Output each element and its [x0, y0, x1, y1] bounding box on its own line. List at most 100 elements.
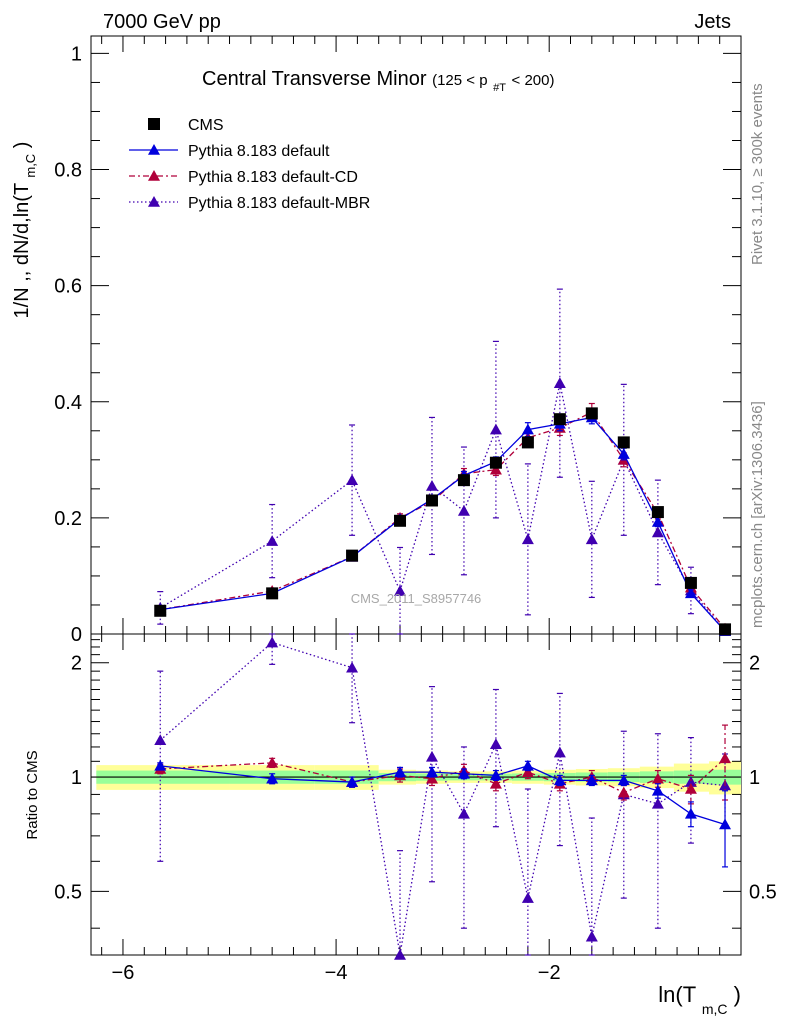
data-point-mbr — [553, 377, 566, 388]
ratio-point-default — [651, 784, 664, 796]
ratio-point-default — [719, 818, 732, 830]
x-axis-label-part1: ln(T — [658, 982, 696, 1007]
ratio-point-default — [553, 774, 566, 786]
cms-data-point — [457, 474, 470, 487]
ratio-y-tick-label: 1 — [71, 767, 82, 789]
cms-data-point — [346, 549, 359, 562]
main-y-axis-label-part1: 1/N ,, dN/d,ln(T — [11, 183, 33, 318]
ratio-point-mbr — [346, 661, 359, 673]
data-point-mbr — [457, 504, 470, 516]
ratio-point-cd — [684, 783, 697, 794]
ratio-point-mbr — [394, 949, 407, 960]
cms-data-point — [553, 413, 566, 426]
main-y-tick-label: 0.6 — [54, 276, 82, 298]
ratio-plot-frame — [90, 633, 742, 956]
main-series-cms — [154, 407, 732, 636]
x-tick-label: −6 — [112, 962, 135, 984]
x-tick-label: −4 — [325, 962, 348, 984]
main-series-mbr — [154, 288, 732, 636]
cms-data-point — [684, 576, 697, 589]
ratio-y-tick-label-right: 2 — [749, 653, 760, 675]
ratio-y-tick-label: 0.5 — [54, 881, 82, 903]
main-y-axis-label-end: ) — [11, 142, 33, 149]
ratio-y-tick-label-right: 1 — [749, 767, 760, 789]
ratio-point-default — [617, 774, 630, 786]
ratio-point-mbr — [684, 776, 697, 787]
ratio-series-cd — [154, 724, 732, 805]
plot-title-main: Central Transverse Minor — [202, 68, 427, 90]
plot-title: Central Transverse Minor (125 < p #T < 2… — [202, 68, 554, 96]
ratio-point-mbr — [266, 636, 279, 648]
ratio-y-axis-label: Ratio to CMS — [24, 750, 41, 839]
ratio-point-cd — [425, 772, 438, 784]
data-point-default — [521, 423, 534, 435]
x-tick-label: −2 — [538, 962, 561, 984]
x-axis-label-end: ) — [734, 982, 741, 1007]
legend-label-cms: CMS — [188, 117, 224, 134]
data-point-default — [684, 587, 697, 599]
legend-label-mbr: Pythia 8.183 default-MBR — [188, 195, 370, 212]
cms-data-point — [425, 494, 438, 507]
ratio-point-mbr — [585, 930, 598, 942]
mcplots-label: mcplots.cern.ch [arXiv:1306.3436] — [749, 401, 766, 628]
ratio-point-mbr — [521, 892, 534, 903]
analysis-watermark: CMS_2011_S8957746 — [351, 591, 482, 606]
plot-title-cut-end: < 200) — [512, 72, 555, 89]
ratio-point-default — [154, 759, 167, 771]
rivet-version-label: Rivet 3.1.10, ≥ 300k events — [749, 83, 766, 265]
cms-data-point — [651, 506, 664, 519]
ratio-point-default — [457, 767, 470, 779]
data-point-cd — [489, 463, 502, 475]
ratio-point-cd — [719, 752, 732, 764]
ratio-point-cd — [617, 786, 630, 798]
legend-marker-cd — [148, 170, 160, 181]
header-process: Jets — [694, 11, 731, 33]
legend-marker-cms — [148, 118, 160, 130]
data-point-mbr — [266, 535, 279, 546]
ratio-point-mbr — [457, 807, 470, 819]
legend-marker-default — [148, 144, 160, 155]
ratio-y-ticks: 0.5 0.5 1 1 2 2 — [54, 639, 777, 929]
main-y-tick-label: 0.8 — [54, 160, 82, 182]
data-point-mbr — [394, 585, 407, 596]
legend-label-default: Pythia 8.183 default — [188, 143, 330, 160]
x-axis-label-sub: m,C — [702, 1001, 728, 1017]
ratio-point-mbr — [489, 738, 502, 750]
data-point-mbr — [489, 423, 502, 435]
main-y-axis-label-sub: m,C — [23, 154, 38, 178]
ratio-point-default — [266, 772, 279, 784]
cms-data-point — [489, 456, 502, 469]
x-axis-ticks: −6 −4 −2 — [101, 36, 742, 984]
ratio-point-default — [394, 766, 407, 777]
main-y-tick-label: 0.4 — [54, 392, 82, 414]
ratio-point-default — [585, 774, 598, 786]
ratio-point-cd — [266, 756, 279, 768]
ratio-point-mbr — [651, 797, 664, 809]
data-point-mbr — [585, 533, 598, 545]
cms-data-point — [154, 604, 167, 617]
main-y-ticks: 0 0.2 0.4 0.6 0.8 1 — [54, 43, 741, 646]
legend-label-cd: Pythia 8.183 default-CD — [188, 169, 358, 186]
ratio-point-default — [346, 776, 359, 787]
legend: CMS Pythia 8.183 default Pythia 8.183 defa… — [129, 117, 370, 212]
legend-marker-mbr — [148, 196, 160, 207]
data-point-mbr — [651, 526, 664, 538]
ratio-point-mbr — [154, 734, 167, 746]
ratio-point-mbr — [553, 746, 566, 758]
ratio-point-cd — [521, 766, 534, 777]
main-y-tick-label: 1 — [71, 43, 82, 65]
ratio-point-default — [521, 759, 534, 771]
cms-data-point — [719, 623, 732, 636]
ratio-line-cd — [160, 757, 726, 794]
header-energy: 7000 GeV pp — [103, 11, 221, 33]
data-point-default — [651, 515, 664, 527]
ratio-y-tick-label: 2 — [71, 653, 82, 675]
main-y-axis-label: 1/N ,, dN/d,ln(T m,C ) — [11, 142, 40, 319]
ratio-point-default — [425, 766, 438, 777]
ratio-point-default — [684, 807, 697, 819]
cms-data-point — [585, 407, 598, 420]
data-point-mbr — [425, 479, 438, 491]
ratio-point-default — [489, 769, 502, 781]
ratio-series-layer — [154, 633, 732, 960]
